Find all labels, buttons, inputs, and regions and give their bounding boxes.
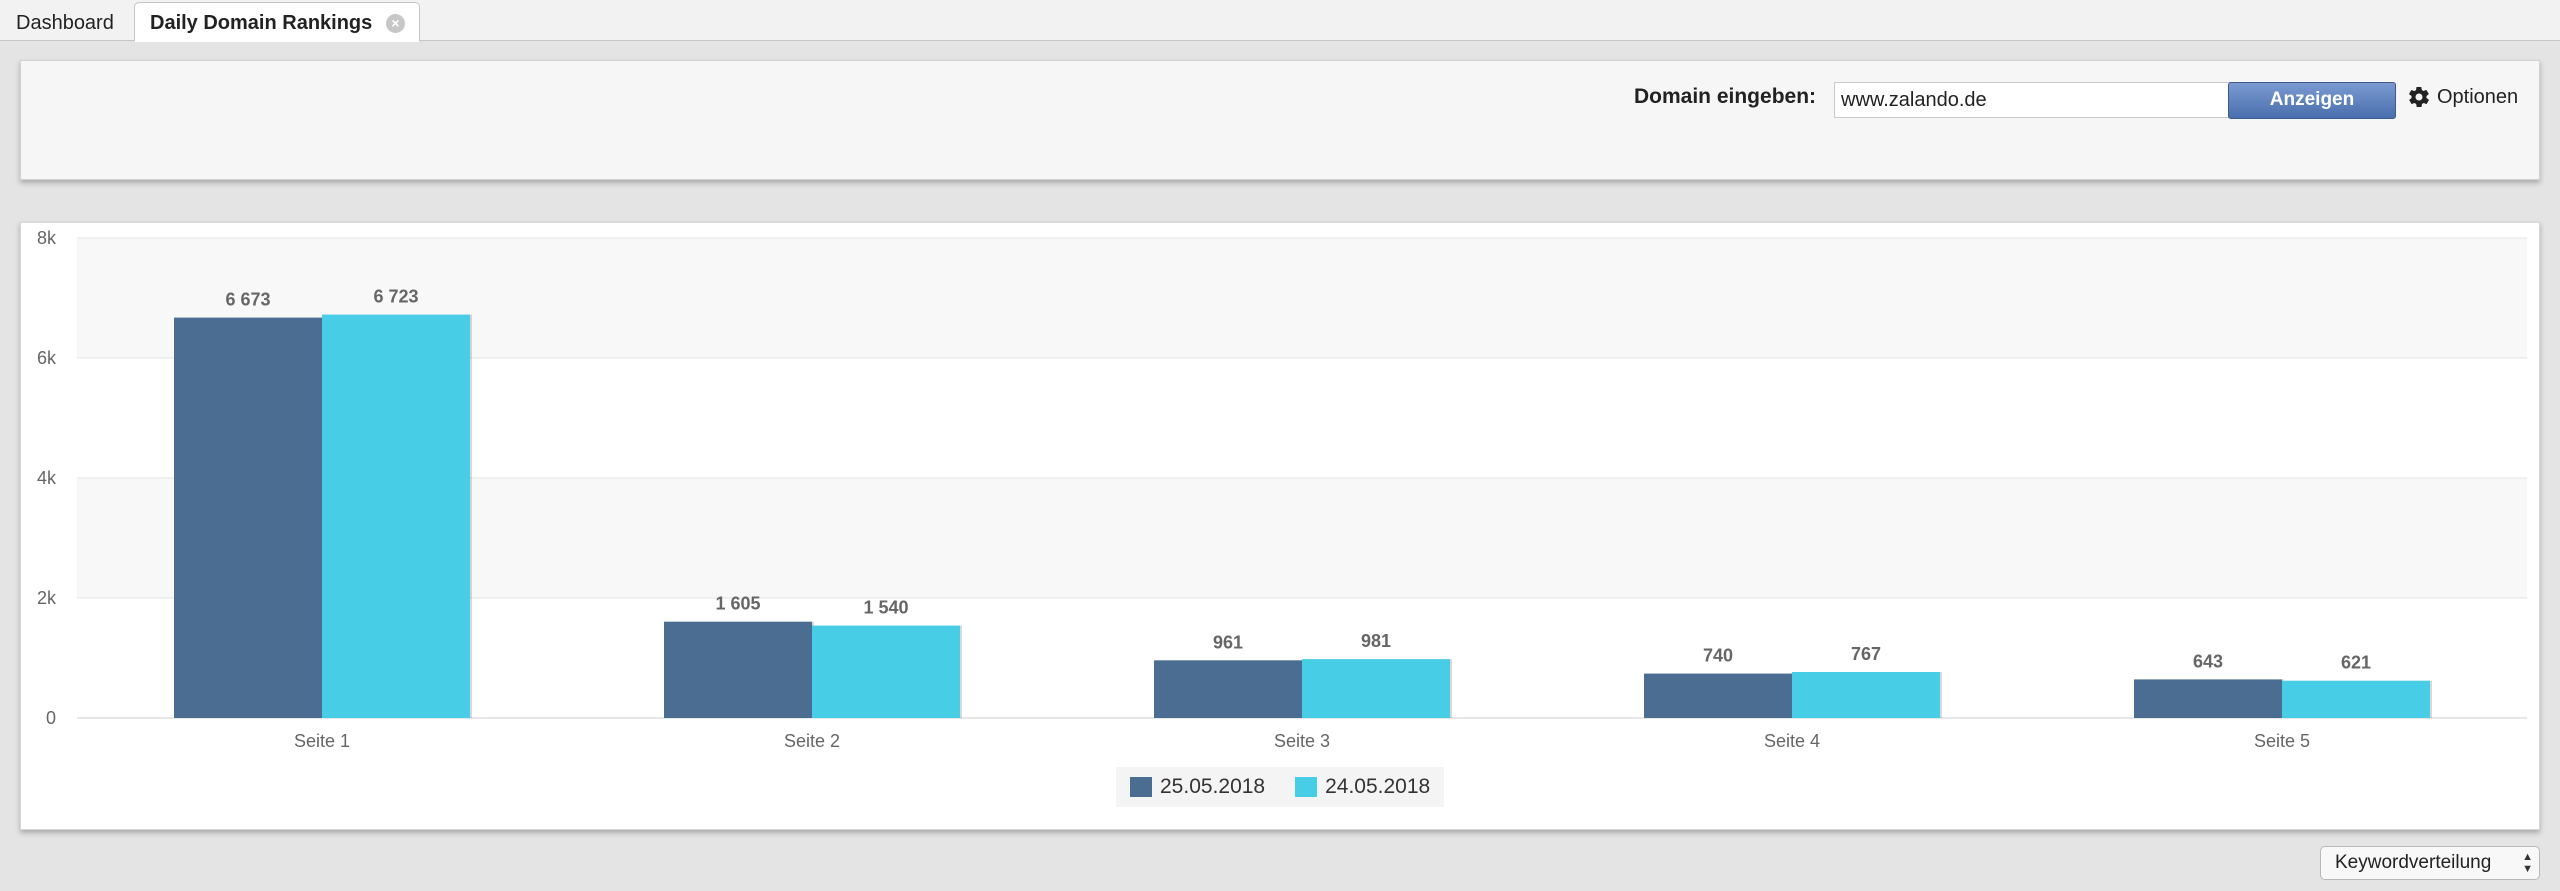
x-tick-label: Seite 1 [294,731,350,751]
show-button[interactable]: Anzeigen [2228,82,2396,119]
y-tick-label: 4k [37,468,57,488]
close-icon[interactable]: × [386,14,405,33]
grid-band [77,238,2527,358]
select-value: Keywordverteilung [2335,852,2492,873]
chart-legend: 25.05.2018 24.05.2018 [1116,767,1445,807]
tab-bar: Dashboard Daily Domain Rankings × [0,0,2560,42]
x-tick-label: Seite 4 [1764,731,1820,751]
bar [2134,679,2282,718]
legend-label-series-1: 25.05.2018 [1160,775,1266,798]
y-tick-label: 0 [46,708,56,728]
select-arrows-icon: ▲ ▼ [2522,851,2533,875]
data-label: 1 540 [863,598,908,618]
bar-chart: 0 2k 4k 6k 8k 6 673 6 723 Seite 1 1 605 1 540 Seit… [37,228,2527,751]
bar [664,621,812,718]
grid-band [77,478,2527,598]
data-label: 6 673 [225,290,270,310]
toolbar-panel: Domain eingeben: Anzeigen Optionen [20,60,2540,180]
bar [812,625,960,718]
bar [1644,673,1792,718]
data-label: 6 723 [373,287,418,307]
bar [174,317,322,718]
data-label: 621 [2341,653,2371,673]
options-button[interactable]: Optionen [2407,85,2518,109]
gear-icon [2409,86,2429,108]
data-label: 981 [1361,631,1391,651]
domain-input[interactable] [1834,82,2235,118]
x-tick-label: Seite 3 [1274,731,1330,751]
tab-dashboard[interactable]: Dashboard [16,12,114,34]
tab-label: Daily Domain Rankings [150,12,373,34]
chart-panel: 0 2k 4k 6k 8k 6 673 6 723 Seite 1 1 605 1 540 Seit… [20,222,2540,830]
legend-item-series-1[interactable]: 25.05.2018 [1130,775,1265,799]
options-label: Optionen [2437,85,2519,108]
bar [1302,659,1450,718]
data-label: 740 [1703,646,1733,666]
x-tick-label: Seite 5 [2254,731,2310,751]
y-tick-label: 2k [37,588,57,608]
bar [1154,660,1302,718]
legend-item-series-2[interactable]: 24.05.2018 [1295,775,1430,799]
data-label: 1 605 [715,594,760,614]
data-label: 961 [1213,632,1243,652]
data-label: 643 [2193,651,2223,671]
bar [322,314,470,718]
bar [2282,680,2430,718]
domain-label: Domain eingeben: [1634,85,1817,108]
legend-swatch-series-1 [1130,777,1152,797]
tab-daily-domain-rankings[interactable]: Daily Domain Rankings × [134,2,420,42]
legend-swatch-series-2 [1295,777,1318,797]
data-label: 767 [1851,644,1881,664]
y-tick-label: 6k [37,348,57,368]
bar [1792,671,1940,718]
legend-label-series-2: 24.05.2018 [1325,775,1431,798]
x-tick-label: Seite 2 [784,731,840,751]
y-tick-label: 8k [37,228,57,248]
keyword-distribution-select[interactable]: Keywordverteilung ▲ ▼ [2320,846,2540,880]
